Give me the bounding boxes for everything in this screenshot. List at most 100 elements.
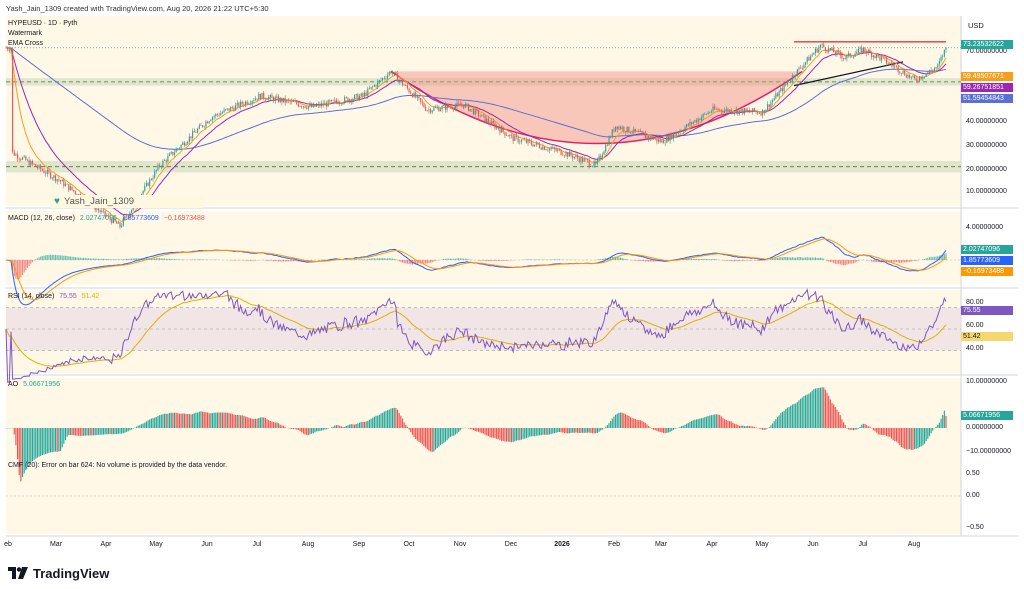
ao-histogram-bar	[38, 428, 40, 457]
macd-tag: 2.02747096	[961, 245, 1013, 254]
ao-histogram-bar	[292, 428, 295, 430]
ao-histogram-bar	[877, 428, 879, 435]
macd-histogram-bar	[434, 260, 437, 261]
tradingview-logo[interactable]: TradingView	[8, 566, 109, 581]
macd-histogram-bar	[269, 260, 271, 261]
ema-cross-legend[interactable]: EMA Cross	[8, 40, 44, 47]
macd-histogram-bar	[16, 260, 19, 280]
ao-histogram-bar	[861, 424, 863, 428]
currency-label[interactable]: USD	[968, 21, 984, 30]
ao-histogram-bar	[162, 414, 164, 428]
macd-histogram-bar	[841, 260, 843, 266]
watermark-legend[interactable]: Watermark	[8, 30, 42, 37]
candle-body	[195, 132, 197, 133]
candle-body	[126, 216, 128, 218]
ao-histogram-bar	[64, 428, 67, 441]
ao-histogram-bar	[907, 428, 909, 450]
candle-body	[502, 127, 504, 132]
macd-histogram-bar	[643, 260, 645, 262]
ao-histogram-bar	[165, 413, 167, 428]
price-tick-label: 20.00000000	[966, 166, 1007, 173]
ao-histogram-bar	[193, 413, 195, 428]
ao-histogram-bar	[114, 428, 116, 435]
ao-histogram-bar	[304, 428, 306, 435]
macd-tick-label: 4.00000000	[966, 224, 1003, 231]
macd-histogram-bar	[162, 258, 164, 260]
candle-body	[737, 109, 739, 114]
candle-body	[355, 94, 357, 96]
macd-histogram-bar	[907, 260, 909, 262]
ao-histogram-bar	[481, 428, 483, 434]
candle-body	[129, 212, 131, 217]
ao-histogram-bar	[628, 415, 630, 428]
ao-histogram-bar	[101, 428, 103, 435]
ao-histogram-bar	[887, 428, 889, 437]
candle-body	[646, 136, 648, 138]
ao-histogram-bar	[719, 414, 721, 428]
macd-histogram-bar	[368, 258, 371, 260]
candle-body	[464, 104, 466, 108]
rsi-ma-line	[5, 294, 947, 367]
candle-body	[811, 54, 813, 57]
ema-slow-line	[6, 47, 947, 150]
ao-histogram-bar	[401, 418, 404, 428]
candle-body	[444, 104, 447, 110]
ao-histogram-bar	[836, 409, 838, 428]
candle-body	[846, 54, 848, 59]
ao-histogram-bar	[568, 428, 570, 434]
macd-histogram-bar	[598, 259, 600, 260]
candle-body	[438, 107, 440, 112]
macd-histogram-bar	[704, 258, 706, 260]
macd-histogram-bar	[355, 259, 357, 260]
macd-histogram-bar	[925, 258, 927, 260]
candle-body	[476, 109, 478, 112]
candle-body	[421, 101, 423, 104]
ao-histogram-bar	[406, 426, 409, 428]
ao-histogram-bar	[681, 426, 683, 428]
ao-histogram-bar	[373, 416, 375, 428]
candle-body	[871, 52, 873, 58]
macd-legend[interactable]: MACD (12, 26, close) 2.02747096 1.857736…	[8, 215, 205, 222]
candle-body	[712, 106, 714, 112]
candle-body	[752, 108, 754, 112]
ao-histogram-bar	[353, 424, 356, 428]
candle-body	[669, 133, 671, 141]
ao-histogram-bar	[471, 428, 473, 430]
ao-histogram-bar	[79, 428, 81, 436]
x-tick-label: Apr	[706, 541, 718, 548]
ao-histogram-bar	[805, 395, 807, 428]
x-tick-label: Apr	[100, 541, 112, 548]
candle-body	[672, 133, 674, 139]
ao-histogram-bar	[889, 428, 891, 438]
symbol-legend[interactable]: HYPEUSD · 1D · Pyth	[8, 20, 78, 27]
candle-body	[558, 149, 561, 151]
ao-histogram-bar	[700, 418, 703, 428]
ao-histogram-bar	[778, 415, 780, 428]
ao-legend[interactable]: AO 5.06671956	[8, 381, 60, 388]
macd-histogram-bar	[783, 257, 785, 260]
rsi-legend[interactable]: RSI (14, close) 75.55 51.42	[8, 293, 99, 300]
ao-histogram-bar	[487, 428, 489, 437]
candle-body	[894, 65, 896, 67]
macd-histogram-bar	[600, 259, 602, 260]
ao-histogram-bar	[121, 428, 123, 434]
candle-body	[109, 215, 111, 220]
ao-histogram-bar	[695, 419, 698, 428]
macd-histogram-bar	[114, 259, 116, 260]
macd-histogram-bar	[505, 260, 508, 261]
candle-body	[590, 166, 592, 167]
ao-histogram-bar	[631, 418, 633, 428]
ao-histogram-bar	[765, 428, 767, 430]
ao-histogram-bar	[269, 421, 271, 428]
candle-body	[160, 166, 162, 167]
ao-histogram-bar	[21, 428, 24, 478]
macd-histogram-bar	[882, 260, 884, 263]
macd-histogram-bar	[71, 256, 73, 260]
macd-histogram-bar	[809, 257, 812, 260]
macd-histogram-bar	[327, 259, 329, 260]
ao-histogram-bar	[890, 428, 893, 439]
candle-body	[292, 101, 295, 102]
macd-histogram-bar	[365, 259, 367, 260]
macd-histogram-bar	[111, 259, 113, 260]
